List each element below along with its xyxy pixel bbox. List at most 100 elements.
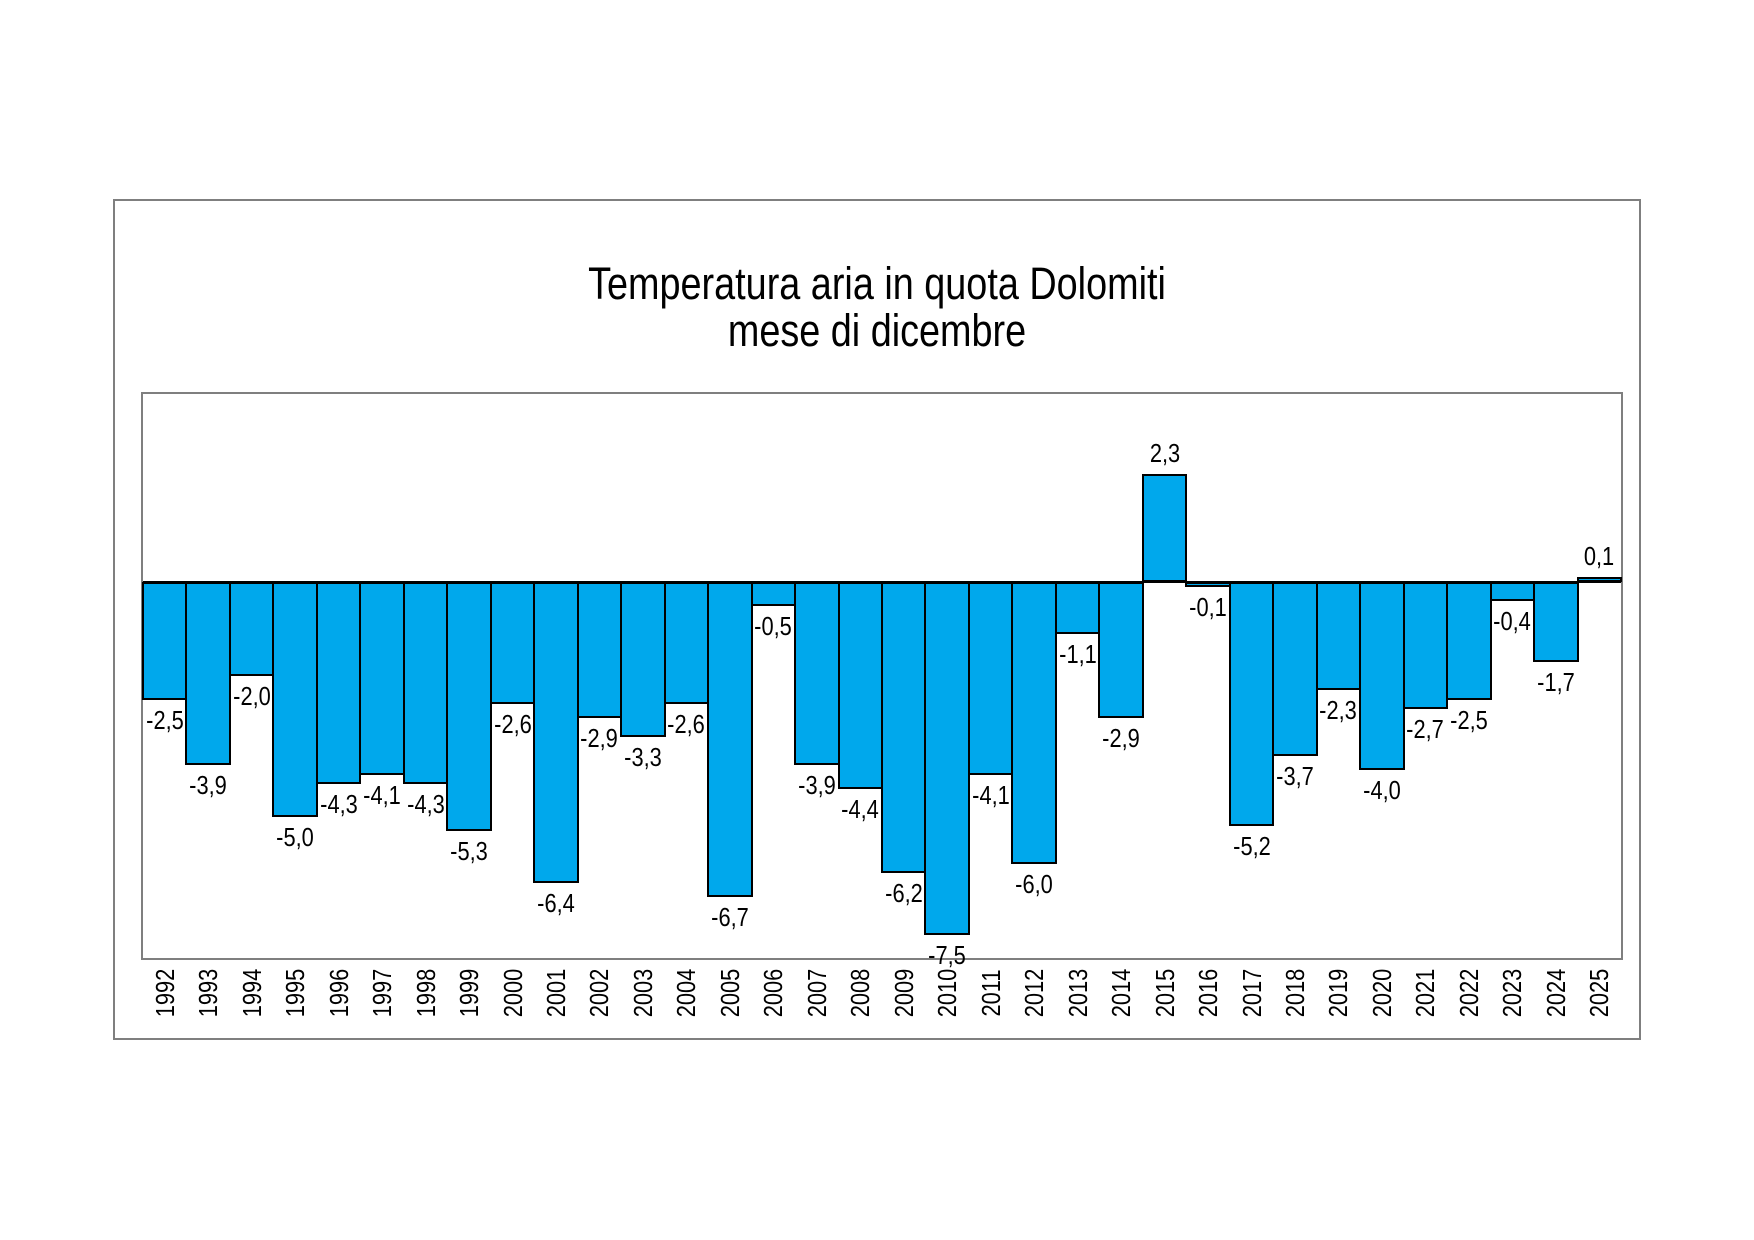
- bar-1992: [142, 582, 188, 700]
- bar-2004: [663, 582, 710, 705]
- value-label-1994: -2,0: [232, 681, 271, 711]
- bar-2014: [1098, 582, 1144, 719]
- year-label-2015: 2015: [1149, 968, 1180, 1018]
- value-label-1995: -5,0: [276, 822, 314, 852]
- value-label-1998: -4,3: [406, 789, 445, 820]
- year-label-2009: 2009: [888, 968, 919, 1018]
- bar-2002: [576, 582, 623, 719]
- value-label-2005: -6,7: [711, 901, 749, 932]
- bar-2010: [924, 582, 970, 935]
- year-label-2006: 2006: [758, 968, 789, 1018]
- value-label-1993: -3,9: [189, 770, 228, 801]
- value-label-2017: -5,2: [1232, 831, 1271, 862]
- year-label-2010: 2010: [932, 968, 963, 1018]
- year-label-2007: 2007: [801, 968, 832, 1018]
- plot-area: -2,5 -3,9 -2,0 -5,0 -4,3 -4,1 -4,3 -5,3 -2,6 -6,4…: [141, 392, 1623, 970]
- year-label-2024: 2024: [1540, 968, 1571, 1018]
- bar-2000: [489, 582, 536, 705]
- value-label-2016: -0,1: [1189, 592, 1227, 622]
- year-label-2013: 2013: [1062, 968, 1093, 1018]
- bar-2009: [881, 582, 927, 874]
- year-label-2022: 2022: [1453, 968, 1484, 1018]
- bar-2023: [1489, 582, 1536, 601]
- year-label-2012: 2012: [1019, 968, 1050, 1018]
- year-label-1997: 1997: [367, 968, 398, 1018]
- year-label-2004: 2004: [671, 968, 702, 1018]
- value-label-2002: -2,9: [580, 723, 619, 754]
- bar-2024: [1533, 582, 1579, 662]
- value-label-2006: -0,5: [754, 610, 793, 641]
- year-label-2017: 2017: [1236, 968, 1267, 1018]
- year-label-2021: 2021: [1410, 968, 1441, 1018]
- year-label-1995: 1995: [280, 968, 311, 1018]
- x-axis-line: [143, 581, 1621, 583]
- value-label-2000: -2,6: [493, 709, 532, 740]
- value-label-2020: -4,0: [1363, 775, 1401, 805]
- value-label-1997: -4,1: [363, 779, 401, 810]
- value-label-2021: -2,7: [1406, 713, 1445, 744]
- year-label-2020: 2020: [1366, 968, 1397, 1018]
- chart-title: Temperatura aria in quota Dolomiti mese …: [235, 260, 1519, 354]
- value-label-1992: -2,5: [145, 704, 184, 735]
- value-label-2015: 2,3: [1149, 437, 1180, 468]
- bar-2011: [967, 582, 1014, 775]
- value-label-2013: -1,1: [1058, 638, 1097, 669]
- value-label-2009: -6,2: [884, 878, 923, 909]
- bar-1996: [315, 582, 362, 785]
- value-label-2003: -3,3: [624, 742, 662, 773]
- year-label-2000: 2000: [497, 968, 528, 1018]
- bar-1995: [272, 582, 318, 817]
- bar-1997: [359, 582, 405, 775]
- bar-1999: [446, 582, 492, 832]
- value-label-2025: 0,1: [1584, 541, 1615, 571]
- value-label-2014: -2,9: [1102, 723, 1140, 754]
- year-label-2008: 2008: [845, 968, 876, 1018]
- value-label-2018: -3,7: [1276, 760, 1314, 791]
- value-label-1999: -5,3: [450, 836, 488, 867]
- bar-2017: [1228, 582, 1275, 827]
- value-label-2024: -1,7: [1536, 666, 1575, 697]
- bar-1994: [228, 582, 275, 676]
- bar-1993: [185, 582, 231, 766]
- year-label-2002: 2002: [584, 968, 615, 1018]
- year-label-1996: 1996: [323, 968, 354, 1018]
- value-label-2010: -7,5: [928, 939, 967, 970]
- value-label-2011: -4,1: [971, 779, 1010, 810]
- chart-title-line2: mese di dicembre: [727, 305, 1027, 356]
- year-label-2016: 2016: [1193, 968, 1224, 1018]
- year-label-1992: 1992: [149, 968, 180, 1018]
- value-label-2007: -3,9: [797, 770, 836, 801]
- bar-1998: [402, 582, 449, 785]
- bar-2007: [794, 582, 840, 766]
- bar-2001: [533, 582, 579, 883]
- bar-2021: [1402, 582, 1449, 709]
- year-label-1993: 1993: [193, 968, 224, 1018]
- value-label-2008: -4,4: [841, 793, 880, 824]
- value-label-2023: -0,4: [1493, 605, 1532, 636]
- plot-inner: -2,5 -3,9 -2,0 -5,0 -4,3 -4,1 -4,3 -5,3 -2,6 -6,4…: [142, 394, 1622, 970]
- bar-2003: [620, 582, 666, 738]
- bar-2008: [837, 582, 883, 789]
- value-label-2022: -2,5: [1450, 704, 1488, 735]
- bar-2015: [1141, 473, 1188, 582]
- value-label-2001: -6,4: [537, 887, 575, 918]
- year-label-2011: 2011: [975, 969, 1006, 1017]
- year-label-2014: 2014: [1106, 968, 1137, 1018]
- bar-2013: [1054, 582, 1101, 634]
- year-label-2003: 2003: [627, 968, 658, 1018]
- bar-2006: [750, 582, 797, 606]
- year-label-1998: 1998: [410, 968, 441, 1018]
- year-label-1999: 1999: [454, 968, 485, 1018]
- value-label-1996: -4,3: [319, 789, 358, 820]
- value-label-2019: -2,3: [1319, 695, 1358, 726]
- year-label-2023: 2023: [1497, 968, 1528, 1018]
- year-label-2001: 2001: [540, 968, 571, 1018]
- bar-2022: [1446, 582, 1492, 700]
- chart-title-line1: Temperatura aria in quota Dolomiti: [588, 258, 1166, 309]
- year-label-2025: 2025: [1584, 968, 1615, 1018]
- bar-2005: [707, 582, 753, 897]
- year-label-2019: 2019: [1323, 968, 1354, 1018]
- value-label-2004: -2,6: [667, 709, 706, 740]
- bar-2018: [1272, 582, 1318, 756]
